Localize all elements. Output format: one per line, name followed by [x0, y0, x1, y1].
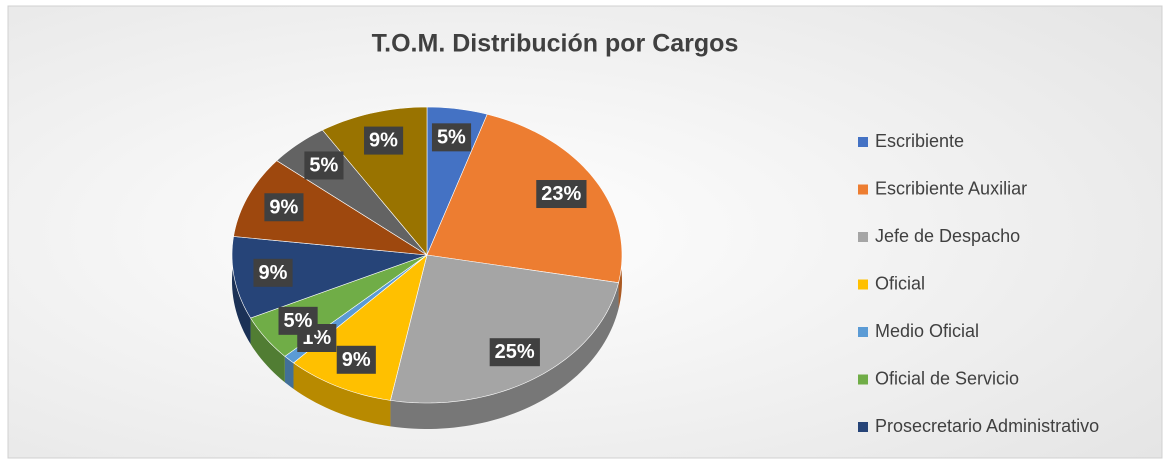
slice: [293, 254, 428, 401]
data-label-box: [304, 151, 344, 180]
legend-label: Medio Oficial: [875, 321, 979, 341]
data-label-box: [336, 345, 376, 374]
slice: [233, 160, 428, 256]
slice-side: [293, 362, 391, 427]
data-label-box: [536, 180, 587, 209]
data-label: 9%: [342, 349, 371, 371]
slice: [426, 113, 623, 284]
pie-tops: [231, 106, 623, 404]
slice-side: [232, 236, 251, 345]
data-label-box: [364, 126, 404, 155]
legend: Escribiente Escribiente Auxiliar Jefe de D…: [858, 131, 1099, 464]
legend-swatch: [858, 232, 868, 242]
data-labels: 5%23%25%9%1%5%9%9%5%9%: [253, 123, 587, 374]
data-label: 5%: [309, 154, 338, 176]
legend-label: Escribiente Auxiliar: [875, 178, 1027, 198]
chart-title: T.O.M. Distribución por Cargos: [372, 30, 739, 58]
legend-label: Jefe de Despacho: [875, 226, 1020, 246]
data-label-box: [489, 338, 540, 367]
legend-label: Oficial: [875, 273, 925, 293]
data-label: 23%: [541, 183, 581, 205]
legend-swatch: [858, 184, 868, 195]
slice-side: [284, 356, 294, 389]
legend-label: Escribiente: [875, 131, 964, 151]
slice-side: [250, 318, 285, 383]
slice: [231, 236, 428, 319]
slice: [390, 254, 619, 404]
data-label-box: [264, 193, 304, 222]
legend-label: Prosecretario Administrativo: [875, 416, 1099, 436]
data-label-box: [278, 306, 318, 335]
legend-swatch: [858, 279, 868, 290]
data-label: 9%: [369, 130, 398, 152]
data-label-box: [431, 123, 472, 152]
legend-swatch: [858, 327, 868, 337]
data-label: 25%: [495, 341, 535, 363]
data-label: 9%: [269, 196, 298, 218]
legend-label: Oficial de Servicio: [875, 368, 1019, 388]
legend-swatch: [858, 137, 868, 147]
data-label: 5%: [437, 126, 466, 148]
legend-swatch: [858, 374, 868, 385]
data-label: 5%: [284, 310, 313, 332]
slice-side: [390, 282, 619, 429]
legend-swatch: [858, 422, 868, 432]
data-label: 9%: [258, 262, 287, 284]
data-label-box: [253, 258, 293, 287]
